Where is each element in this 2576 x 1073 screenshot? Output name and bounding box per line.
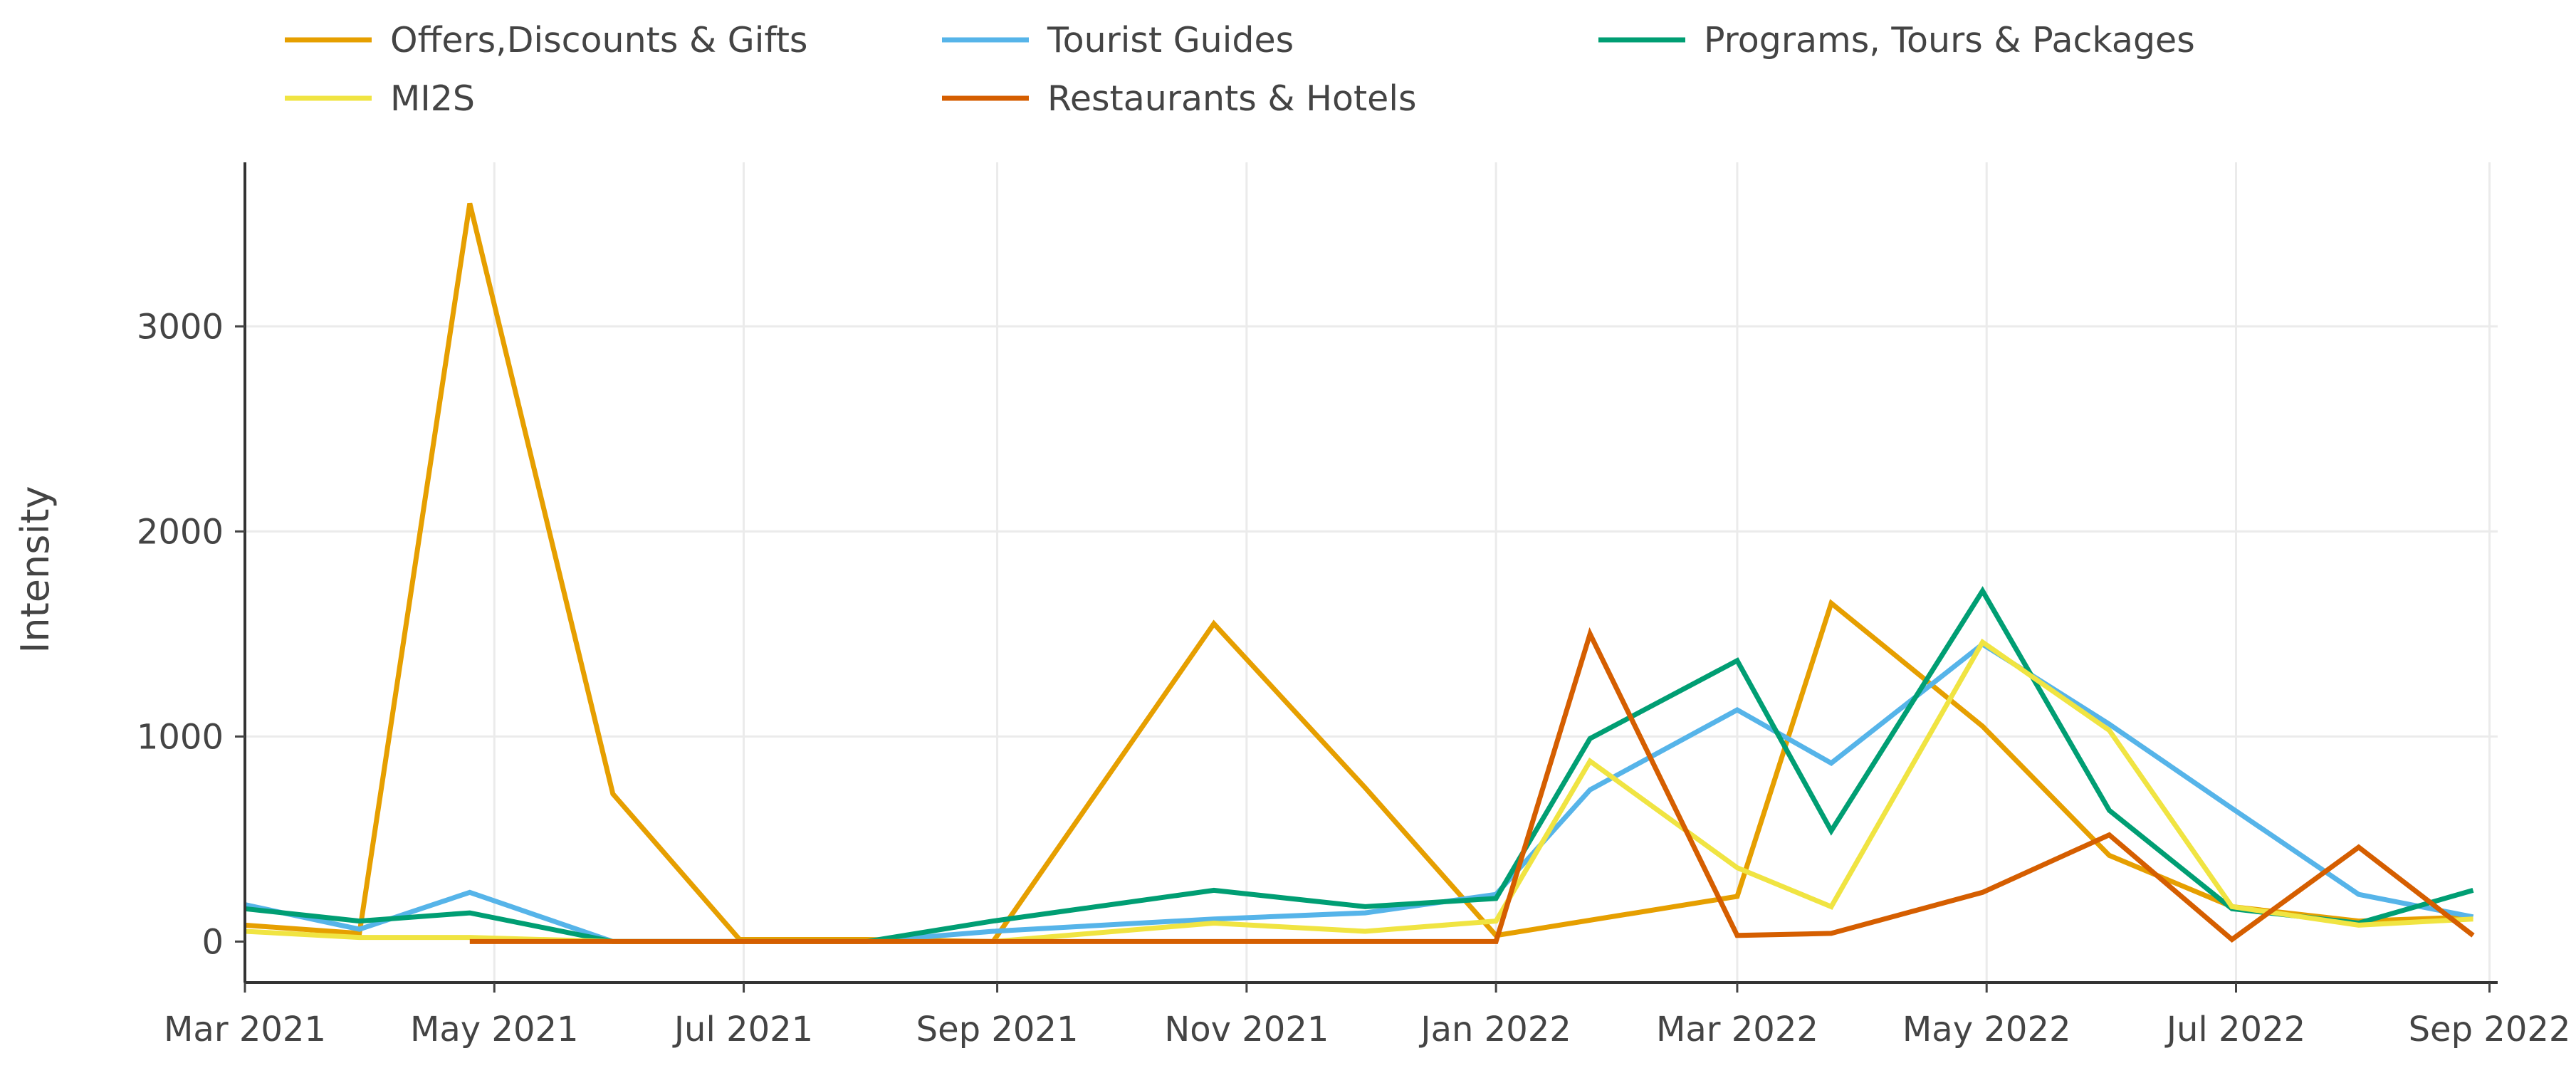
x-tick-label: Jan 2022 [1418,1010,1571,1050]
legend-label: Offers,Discounts & Gifts [390,20,807,61]
y-tick-label: 0 [201,922,224,962]
x-tick-label: Sep 2022 [2409,1010,2571,1050]
series-line-5 [469,627,2475,944]
legend-label: Restaurants & Hotels [1047,78,1416,119]
x-tick-label: Mar 2022 [1656,1010,1818,1050]
x-tick-label: May 2021 [410,1010,579,1050]
y-axis-ticks: 0 1000 2000 3000 [137,307,245,962]
legend: Offers,Discounts & Gifts Tourist Guides Pr… [285,20,2195,119]
x-tick-label: Sep 2021 [916,1010,1079,1050]
x-axis-ticks: Mar 2021 May 2021 Jul 2021 Sep 2021 Nov 2021… [164,983,2570,1050]
grid [245,162,2498,983]
axes [244,162,2498,984]
x-tick-label: Jul 2021 [672,1010,813,1050]
legend-label: MI2S [390,78,475,119]
legend-label: Tourist Guides [1047,20,1294,61]
series-line-3 [244,586,2474,944]
legend-label: Programs, Tours & Packages [1704,20,2195,61]
x-tick-label: Jul 2022 [2164,1010,2305,1050]
y-tick-label: 2000 [137,512,224,552]
y-tick-label: 1000 [137,717,224,757]
series-line-4 [244,638,2473,944]
x-tick-label: Mar 2021 [164,1010,326,1050]
x-tick-label: Nov 2021 [1164,1010,1329,1050]
y-tick-label: 3000 [137,307,224,347]
series-line-1 [244,202,2473,944]
y-axis-label: Intensity [13,486,58,653]
series-lines [244,202,2475,944]
series-line-2 [244,641,2474,944]
x-tick-label: May 2022 [1902,1010,2071,1050]
